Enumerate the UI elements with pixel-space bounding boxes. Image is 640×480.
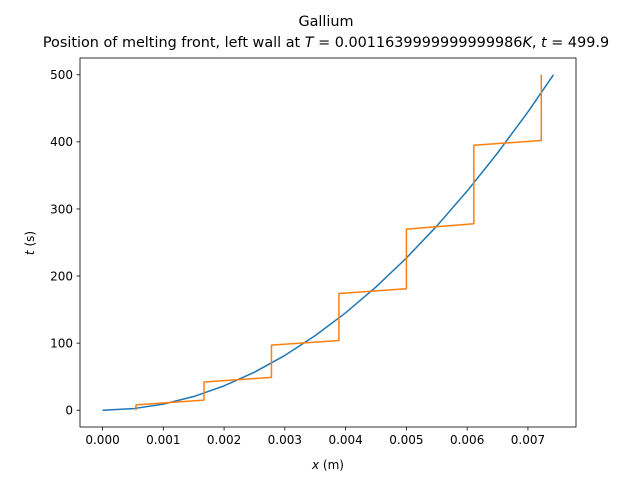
subtitle-separator: , [532, 35, 541, 51]
x-tick-label: 0.002 [207, 433, 241, 447]
x-tick-label: 0.006 [450, 433, 484, 447]
x-tick-label: 0.000 [85, 433, 119, 447]
axes-frame [79, 57, 577, 428]
chart-title: Gallium [298, 14, 353, 30]
series-line-analytic [102, 74, 555, 411]
x-tick-label: 0.007 [511, 433, 545, 447]
y-axis-label-var: t [23, 249, 37, 255]
subtitle-temperature-unit: K [522, 35, 533, 51]
x-axis-ticks: 0.000 0.001 0.002 0.003 0.004 0.005 0.006 0.007 [85, 427, 545, 447]
subtitle-time-var: t [541, 35, 548, 51]
series-layer [102, 74, 555, 411]
x-tick-label: 0.001 [146, 433, 180, 447]
x-tick-label: 0.003 [268, 433, 302, 447]
y-tick-label: 300 [50, 202, 73, 216]
y-tick-label: 500 [50, 68, 73, 82]
y-axis-label: t (s) [23, 231, 37, 255]
series-line-numerical [135, 74, 543, 411]
y-tick-label: 400 [50, 135, 73, 149]
y-tick-label: 100 [50, 336, 73, 350]
x-tick-label: 0.004 [328, 433, 362, 447]
y-tick-label: 200 [50, 269, 73, 283]
y-axis-ticks: 0 100 200 300 400 500 [50, 68, 80, 418]
subtitle-temperature-value: = 0.0011639999999999986 [314, 35, 523, 51]
y-axis-label-unit: (s) [23, 231, 37, 250]
x-axis-label-unit: (m) [319, 458, 344, 472]
subtitle-temperature-var: T [305, 35, 315, 51]
plot-area [79, 57, 577, 428]
subtitle-time-value: = 499.9 [547, 35, 609, 51]
x-axis-label: x (m) [311, 458, 344, 472]
chart-subtitle: Position of melting front, left wall at … [43, 35, 609, 51]
x-axis-label-var: x [311, 458, 320, 472]
subtitle-prefix: Position of melting front, left wall at [43, 35, 305, 51]
y-tick-label: 0 [65, 404, 73, 418]
x-tick-label: 0.005 [389, 433, 423, 447]
